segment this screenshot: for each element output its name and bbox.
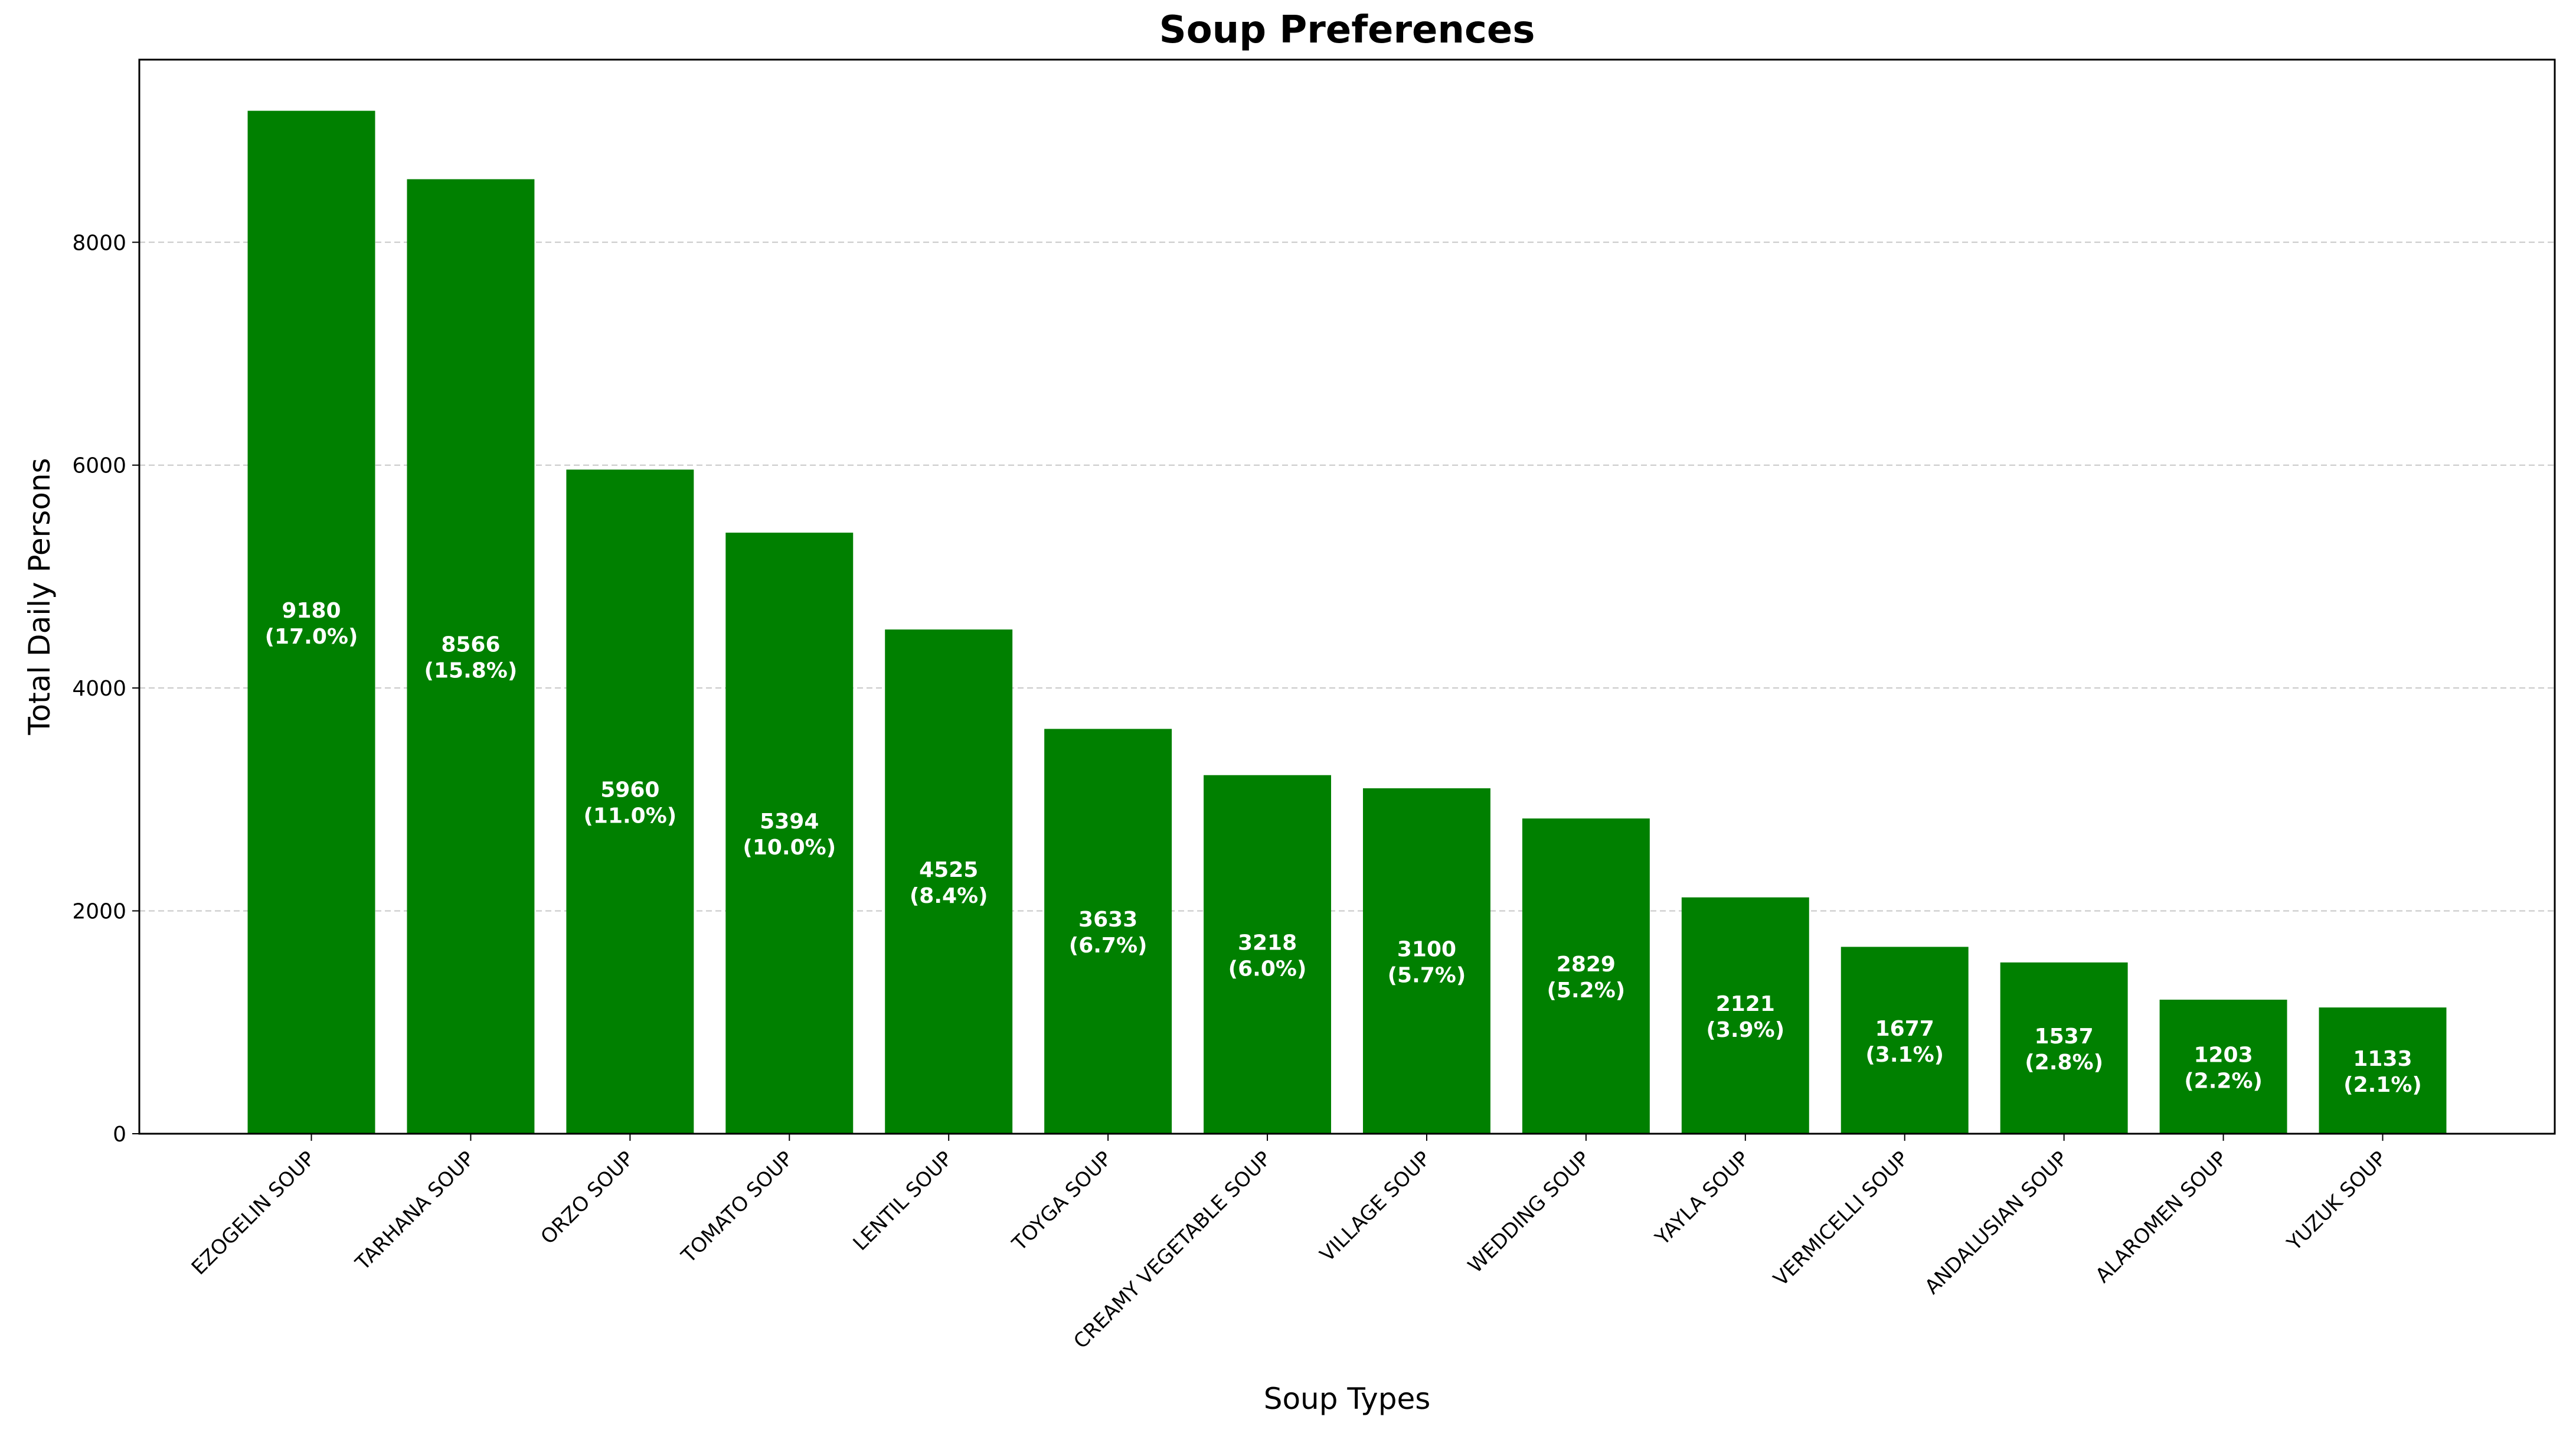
x-tick-label: ORZO SOUP xyxy=(536,1147,638,1249)
bar-percent-label: (2.2%) xyxy=(2184,1069,2263,1093)
x-tick-label: TOYGA SOUP xyxy=(1008,1147,1117,1256)
bar xyxy=(247,110,375,1134)
plot-frame xyxy=(138,58,2556,1135)
bar xyxy=(1841,947,1969,1134)
x-tick-label: YAYLA SOUP xyxy=(1650,1147,1754,1250)
bar-value-label: 2829 xyxy=(1557,952,1616,977)
bar-percent-label: (6.0%) xyxy=(1228,957,1307,981)
bar-percent-label: (3.9%) xyxy=(1706,1018,1784,1042)
bar-labels: 9180(17.0%) 8566(15.8%) 5960(11.0%) 5394(10… xyxy=(265,599,2422,1097)
bar-percent-label: (15.8%) xyxy=(424,659,518,683)
bar xyxy=(1044,729,1172,1134)
chart-title: Soup Preferences xyxy=(1159,8,1535,52)
bar xyxy=(566,469,694,1134)
bar-percent-label: (11.0%) xyxy=(583,804,676,828)
bar-percent-label: (5.2%) xyxy=(1547,978,1626,1003)
bar-percent-label: (8.4%) xyxy=(910,884,988,908)
bar-value-label: 3633 xyxy=(1078,908,1137,932)
bar xyxy=(2319,1007,2447,1134)
x-tick-label: WEDDING SOUP xyxy=(1463,1147,1594,1278)
bar-value-label: 1677 xyxy=(1875,1017,1934,1041)
bar-percent-label: (2.8%) xyxy=(2025,1050,2103,1075)
y-tick-label: 4000 xyxy=(72,677,126,701)
bar-percent-label: (5.7%) xyxy=(1388,963,1466,987)
y-tick-label: 6000 xyxy=(72,454,126,478)
bar-percent-label: (3.1%) xyxy=(1865,1043,1944,1067)
bar-value-label: 9180 xyxy=(282,599,341,623)
bar-value-label: 1203 xyxy=(2193,1043,2253,1067)
bar-value-label: 4525 xyxy=(919,858,978,882)
y-axis: 0 2000 4000 6000 8000 xyxy=(72,231,139,1147)
bar xyxy=(1681,897,1809,1134)
bar-value-label: 5394 xyxy=(760,810,819,834)
bar-value-label: 2121 xyxy=(1716,992,1775,1016)
bar-percent-label: (10.0%) xyxy=(743,836,836,860)
bar xyxy=(1204,775,1332,1134)
x-axis-label: Soup Types xyxy=(1264,1382,1431,1416)
bar-value-label: 1133 xyxy=(2353,1047,2412,1071)
bar-value-label: 3218 xyxy=(1238,931,1297,955)
bar-value-label: 5960 xyxy=(600,778,659,802)
bar xyxy=(2159,999,2287,1134)
x-tick-label: VILLAGE SOUP xyxy=(1315,1147,1435,1267)
bar-value-label: 3100 xyxy=(1397,937,1456,961)
y-tick-label: 8000 xyxy=(72,231,126,255)
x-tick-label: TARHANA SOUP xyxy=(351,1147,479,1275)
bar-percent-label: (2.1%) xyxy=(2343,1073,2422,1097)
bar-value-label: 1537 xyxy=(2035,1024,2094,1049)
bars xyxy=(247,110,2447,1134)
y-axis-label: Total Daily Persons xyxy=(22,458,57,735)
bar xyxy=(725,533,854,1134)
bar-percent-label: (6.7%) xyxy=(1069,934,1148,958)
bar xyxy=(1362,788,1490,1134)
x-tick-label: VERMICELLI SOUP xyxy=(1769,1147,1913,1291)
bar xyxy=(885,629,1013,1134)
bar-percent-label: (17.0%) xyxy=(265,625,358,649)
bar xyxy=(1522,818,1650,1134)
bar xyxy=(407,179,535,1134)
bar xyxy=(2000,962,2128,1134)
y-tick-label: 0 xyxy=(113,1123,126,1147)
x-axis: EZOGELIN SOUP TARHANA SOUP ORZO SOUP TOMATO… xyxy=(187,1134,2391,1353)
x-tick-label: YUZUK SOUP xyxy=(2282,1147,2391,1256)
bar-value-label: 8566 xyxy=(441,633,500,657)
x-tick-label: EZOGELIN SOUP xyxy=(187,1147,320,1280)
x-tick-label: LENTIL SOUP xyxy=(849,1147,957,1255)
x-tick-label: ALAROMEN SOUP xyxy=(2091,1147,2232,1288)
gridlines xyxy=(139,242,2555,912)
y-tick-label: 2000 xyxy=(72,900,126,924)
x-tick-label: ANDALUSIAN SOUP xyxy=(1920,1147,2072,1299)
x-tick-label: TOMATO SOUP xyxy=(676,1147,797,1268)
